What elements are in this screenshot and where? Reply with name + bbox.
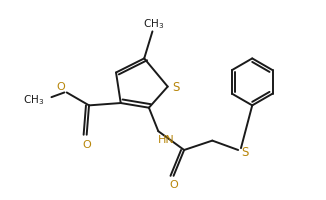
Text: O: O: [169, 179, 178, 189]
Text: O: O: [82, 139, 91, 149]
Text: O: O: [56, 81, 65, 91]
Text: S: S: [241, 145, 248, 158]
Text: S: S: [172, 81, 179, 94]
Text: CH$_3$: CH$_3$: [143, 17, 164, 30]
Text: CH$_3$: CH$_3$: [23, 92, 44, 106]
Text: HN: HN: [158, 134, 175, 144]
